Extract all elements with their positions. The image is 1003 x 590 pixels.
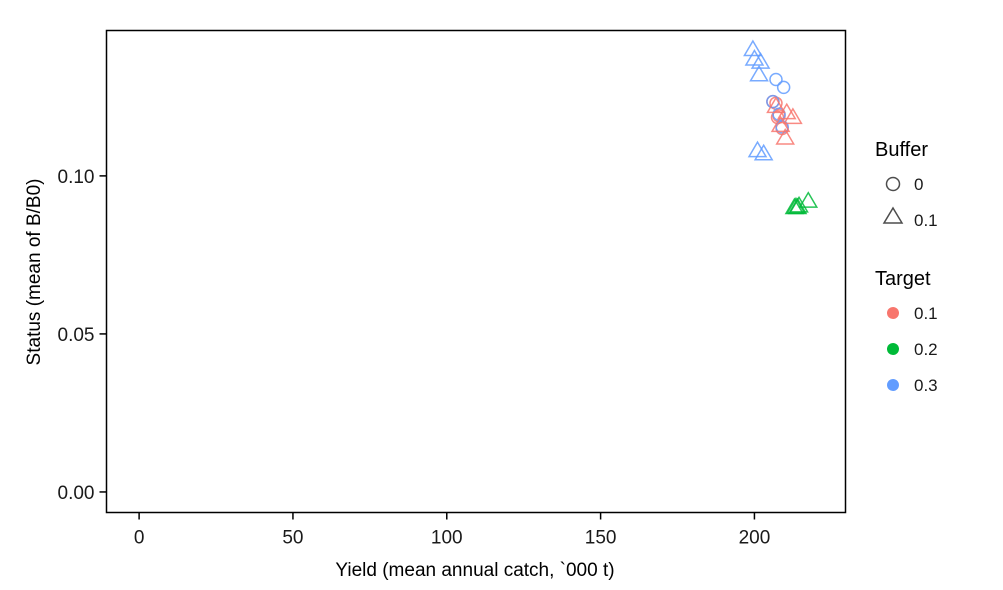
y-tick-label: 0.10 <box>58 167 95 188</box>
data-point-circle <box>769 72 783 87</box>
legend: Buffer 0 0.1 Target 0.1 0.2 0.3 <box>875 139 938 395</box>
data-point-triangle <box>775 127 796 145</box>
points-layer <box>743 39 819 215</box>
legend-key-target-0.3 <box>887 379 899 391</box>
data-point-triangle <box>770 115 791 133</box>
x-axis: 0 50 100 150 200 <box>134 512 771 549</box>
data-point-triangle <box>789 195 809 213</box>
legend-label-target-0.3: 0.3 <box>914 376 938 395</box>
data-point-triangle <box>783 107 803 125</box>
legend-title-target: Target <box>875 268 931 290</box>
legend-label-target-0.1: 0.1 <box>914 304 938 323</box>
y-axis-title: Status (mean of B/B0) <box>24 179 45 366</box>
x-tick-label: 50 <box>282 528 303 549</box>
legend-key-circle <box>885 176 901 192</box>
legend-key-target-0.2 <box>887 343 899 355</box>
data-point-triangle <box>798 191 819 208</box>
legend-key-target-0.1 <box>887 307 899 319</box>
data-point-triangle <box>766 96 786 114</box>
data-point-triangle <box>753 143 774 161</box>
x-axis-title: Yield (mean annual catch, `000 t) <box>335 560 614 581</box>
y-tick-label: 0.00 <box>58 483 95 504</box>
legend-label-buffer-0.1: 0.1 <box>914 211 938 230</box>
legend-label-buffer-0: 0 <box>914 175 923 194</box>
legend-label-target-0.2: 0.2 <box>914 340 938 359</box>
y-tick-label: 0.05 <box>58 325 95 346</box>
data-point-circle <box>776 80 791 95</box>
y-axis: 0.00 0.05 0.10 <box>58 167 107 504</box>
x-tick-label: 100 <box>431 528 463 549</box>
legend-title-buffer: Buffer <box>875 139 928 161</box>
data-point-triangle <box>743 39 763 57</box>
x-tick-label: 0 <box>134 528 145 549</box>
legend-key-triangle <box>882 206 904 224</box>
panel-border <box>105 29 847 514</box>
x-tick-label: 150 <box>585 528 617 549</box>
data-point-triangle <box>749 64 769 82</box>
x-tick-label: 200 <box>739 528 771 549</box>
